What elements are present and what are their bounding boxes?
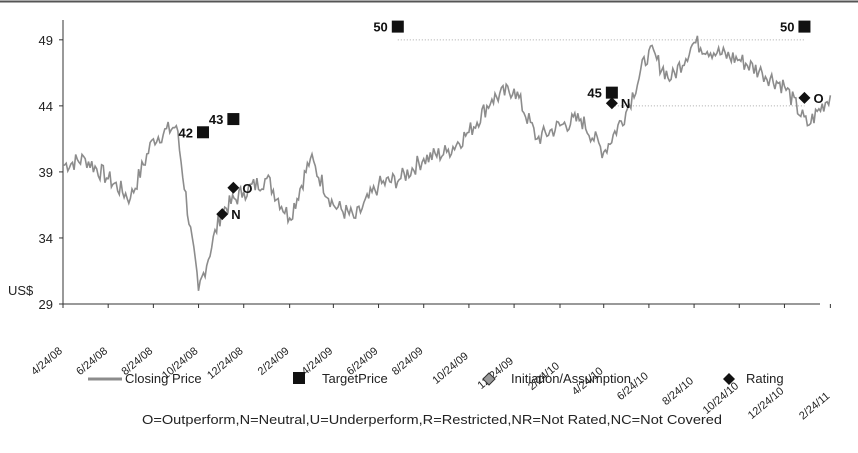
target-price-label: 43 bbox=[209, 112, 223, 127]
rating-marker bbox=[605, 97, 618, 110]
target-price-label: 42 bbox=[179, 125, 193, 140]
legend-closing-price-label: Closing Price bbox=[125, 371, 202, 386]
target-price-marker bbox=[227, 113, 240, 126]
rating-marker bbox=[227, 181, 240, 194]
target-price-marker bbox=[605, 86, 618, 99]
x-axis: 4/24/08 6/24/08 8/24/08 10/24/08 12/24/08 2/2… bbox=[29, 303, 832, 422]
y-tick-label: 49 bbox=[39, 33, 53, 48]
target-price-marker bbox=[391, 20, 404, 33]
target-price-lines bbox=[397, 39, 805, 107]
y-tick-label: 39 bbox=[39, 165, 53, 180]
x-tick-label: 4/24/08 bbox=[29, 345, 65, 378]
legend-initiation-label: Initiation/Assumption bbox=[511, 371, 631, 386]
x-tick-label: 12/24/09 bbox=[475, 355, 516, 392]
y-axis: 29 34 39 44 49 bbox=[39, 20, 64, 312]
target-price-marker bbox=[798, 20, 811, 33]
x-tick-label: 8/24/10 bbox=[660, 375, 696, 408]
rating-marker bbox=[798, 91, 811, 104]
legend-target-price-swatch bbox=[293, 372, 305, 384]
rating-marker bbox=[216, 208, 229, 221]
x-tick-label: 10/24/09 bbox=[430, 350, 471, 387]
rating-label: O bbox=[242, 181, 252, 196]
legend-target-price-label: TargetPrice bbox=[322, 371, 388, 386]
legend-rating-label: Rating bbox=[746, 371, 784, 386]
x-tick-label: 8/24/09 bbox=[390, 345, 426, 378]
x-tick-label: 12/24/08 bbox=[205, 345, 246, 382]
x-tick-label: 2/24/09 bbox=[256, 345, 292, 378]
closing-price-line bbox=[62, 35, 832, 291]
legend: Closing Price TargetPrice Initiation/Ass… bbox=[88, 371, 784, 386]
x-tick-label: 2/24/11 bbox=[797, 390, 832, 422]
target-price-label: 50 bbox=[373, 20, 387, 35]
y-tick-label: 29 bbox=[39, 297, 53, 312]
x-tick-label: 6/24/08 bbox=[74, 345, 110, 378]
legend-initiation-swatch bbox=[482, 372, 496, 386]
rating-label: N bbox=[231, 207, 240, 222]
rating-label: N bbox=[621, 96, 630, 111]
target-price-label: 50 bbox=[780, 20, 794, 35]
x-tick-label: 12/24/10 bbox=[746, 385, 787, 422]
y-axis-label: US$ bbox=[8, 283, 34, 298]
target-price-label: 45 bbox=[587, 86, 601, 101]
target-price-marker bbox=[196, 126, 209, 139]
legend-rating-swatch bbox=[723, 373, 735, 385]
y-tick-label: 44 bbox=[39, 99, 53, 114]
y-tick-label: 34 bbox=[39, 231, 53, 246]
rating-footnote: O=Outperform,N=Neutral,U=Underperform,R=… bbox=[142, 412, 722, 427]
rating-label: O bbox=[813, 91, 823, 106]
